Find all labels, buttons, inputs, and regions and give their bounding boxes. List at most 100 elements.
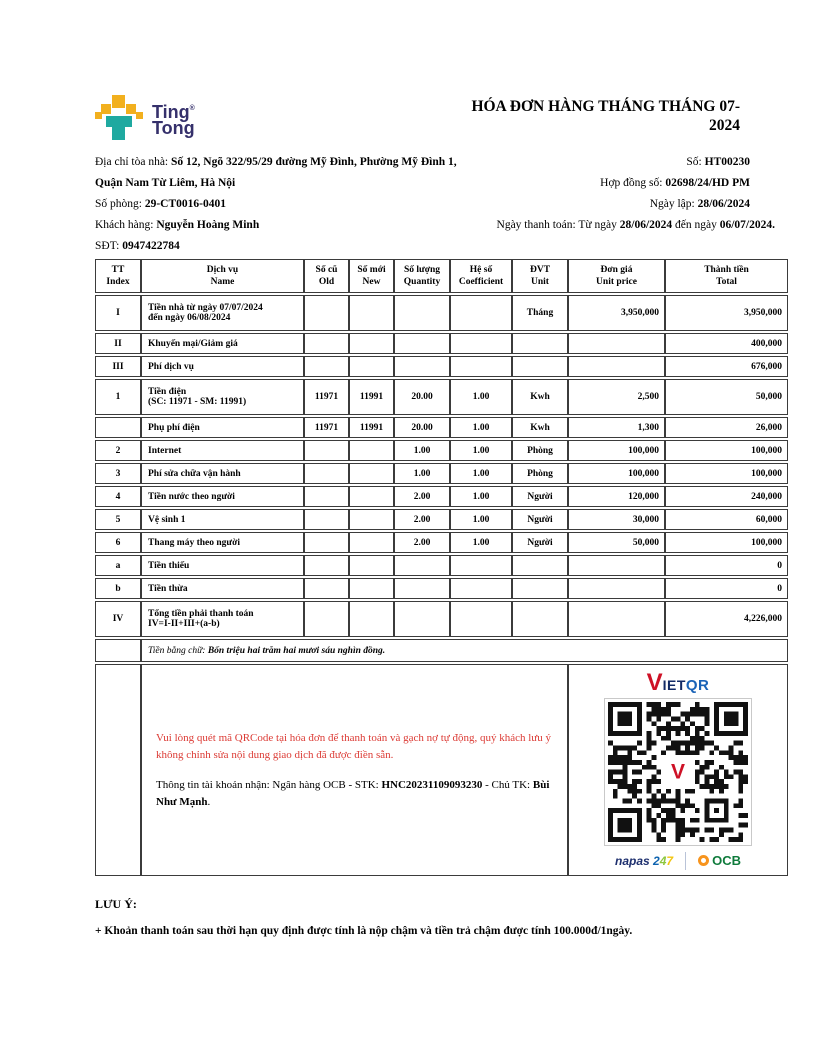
cell-new-reading (349, 486, 394, 507)
payment-suffix: . (772, 219, 775, 231)
header-left-block: Địa chỉ tòa nhà: Số 12, Ngõ 322/95/29 đư… (95, 152, 469, 257)
account-info-text: Thông tin tài khoản nhận: Ngân hàng OCB … (156, 777, 553, 810)
tingtong-logo: Ting® Tong (95, 95, 195, 141)
cell-total: 240,000 (665, 486, 788, 507)
cell-coefficient (450, 601, 512, 637)
col-old-en: Old (318, 277, 335, 287)
cell-unit-price: 2,500 (568, 379, 665, 415)
vietqr-block: V IET QR V napas 247 OCB (569, 665, 787, 875)
contract-label: Hợp đồng số: (600, 177, 666, 189)
cell-service-name: Tiền thiếu (141, 555, 304, 576)
invoice-number-label: Số: (686, 156, 705, 168)
cell-total: 26,000 (665, 417, 788, 438)
cell-total: 100,000 (665, 463, 788, 484)
customer-value: Nguyễn Hoàng Minh (156, 219, 260, 231)
cell-unit-price: 100,000 (568, 440, 665, 461)
cell-coefficient (450, 333, 512, 354)
cell-coefficient: 1.00 (450, 509, 512, 530)
table-row: 5 Vệ sinh 1 2.00 1.00 Người 30,000 60,00… (95, 509, 788, 530)
cell-service-name: Internet (141, 440, 304, 461)
ocb-text: OCB (712, 853, 741, 868)
cell-total: 50,000 (665, 379, 788, 415)
col-total-vi: Thành tiền (704, 264, 749, 275)
logo-square (136, 112, 143, 119)
cell-old-reading (304, 532, 349, 553)
cell-new-reading (349, 463, 394, 484)
col-qty-vi: Số lượng (403, 264, 441, 275)
cell-new-reading: 11991 (349, 417, 394, 438)
cell-service-name: Tiền điện (SC: 11971 - SM: 11991) (141, 379, 304, 415)
payment-network-logos: napas 247 OCB (615, 851, 741, 870)
col-qty-en: Quantity (403, 277, 441, 287)
col-new-en: New (362, 277, 381, 287)
cell-unit-price (568, 578, 665, 599)
cell-quantity: 20.00 (394, 379, 450, 415)
cell-new-reading (349, 578, 394, 599)
payment-label1: Ngày thanh toán: Từ ngày (496, 219, 620, 231)
cell-index: a (95, 555, 141, 576)
cell-service-name: Thang máy theo người (141, 532, 304, 553)
col-unit-en: Unit (531, 277, 549, 287)
logo-square (112, 127, 125, 140)
payment-date-to: 06/07/2024 (719, 219, 773, 231)
qr-payment-row: Vui lòng quét mã QRCode tại hóa đơn để t… (95, 664, 788, 876)
issue-date-line: Ngày lập: 28/06/2024 (497, 194, 775, 215)
napas-digit-4: 4 (659, 853, 667, 868)
payment-date-from: 28/06/2024 (619, 219, 673, 231)
room-number-line: Số phòng: 29-CT0016-0401 (95, 194, 469, 215)
empty-cell (95, 664, 141, 876)
cell-unit-price (568, 555, 665, 576)
logo-square (126, 104, 136, 114)
cell-total: 100,000 (665, 440, 788, 461)
col-header-quantity: Số lượng Quantity (394, 259, 450, 293)
brand-line1: Ting (152, 102, 190, 122)
issue-date-value: 28/06/2024 (697, 198, 750, 210)
payment-instructions-cell: Vui lòng quét mã QRCode tại hóa đơn để t… (141, 664, 568, 876)
col-coef-en: Coefficient (458, 277, 504, 287)
table-row: III Phí dịch vụ 676,000 (95, 356, 788, 377)
qr-pattern (608, 701, 748, 842)
ocb-logo: OCB (698, 853, 741, 868)
cell-unit (512, 333, 568, 354)
col-header-coefficient: Hệ số Coefficient (450, 259, 512, 293)
napas-digit-7: 7 (666, 853, 674, 868)
cell-total: 4,226,000 (665, 601, 788, 637)
building-address-line: Địa chỉ tòa nhà: Số 12, Ngõ 322/95/29 đư… (95, 152, 469, 194)
empty-cell (95, 639, 141, 662)
cell-coefficient: 1.00 (450, 440, 512, 461)
cell-total: 0 (665, 578, 788, 599)
invoice-title-line2: 2024 (709, 117, 740, 134)
cell-service-name: Tiền nước theo người (141, 486, 304, 507)
table-row: 3 Phí sửa chữa vận hành 1.00 1.00 Phòng … (95, 463, 788, 484)
cell-unit-price (568, 356, 665, 377)
cell-coefficient (450, 356, 512, 377)
amount-in-words-value: Bốn triệu hai trăm hai mươi sáu nghìn đồ… (207, 645, 386, 656)
cell-unit (512, 356, 568, 377)
cell-unit: Người (512, 532, 568, 553)
address-label: Địa chỉ tòa nhà: (95, 156, 172, 168)
cell-service-name: Vệ sinh 1 (141, 509, 304, 530)
cell-unit-price: 100,000 (568, 463, 665, 484)
cell-unit-price: 50,000 (568, 532, 665, 553)
contract-value: 02698/24/HD PM (665, 177, 750, 189)
invoice-number-value: HT00230 (704, 156, 750, 168)
napas-text: napas (615, 853, 650, 868)
cell-index: 1 (95, 379, 141, 415)
col-coef-vi: Hệ số (469, 264, 493, 275)
cell-new-reading (349, 295, 394, 331)
col-price-en: Unit price (596, 277, 637, 287)
cell-unit-price: 1,300 (568, 417, 665, 438)
cell-total: 400,000 (665, 333, 788, 354)
tingtong-logo-icon (95, 95, 143, 141)
cell-quantity: 2.00 (394, 509, 450, 530)
cell-index: 4 (95, 486, 141, 507)
cell-unit-price (568, 601, 665, 637)
table-row: Phụ phí điện 11971 11991 20.00 1.00 Kwh … (95, 417, 788, 438)
cell-service-name: Tổng tiền phải thanh toán IV=I-II+III+(a-… (141, 601, 304, 637)
cell-new-reading (349, 601, 394, 637)
phone-value: 0947422784 (122, 240, 180, 252)
cell-unit: Phòng (512, 440, 568, 461)
cell-coefficient: 1.00 (450, 486, 512, 507)
cell-old-reading (304, 356, 349, 377)
